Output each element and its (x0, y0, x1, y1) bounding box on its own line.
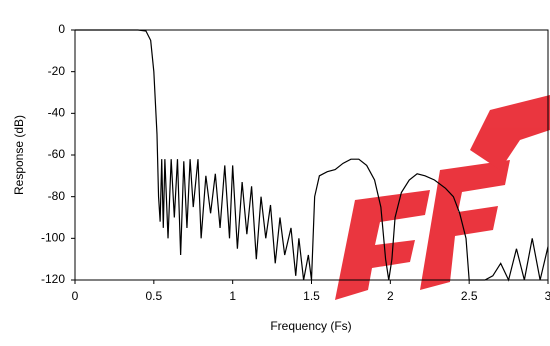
x-tick-label: 1.5 (303, 289, 320, 303)
y-tick-label: 0 (58, 22, 65, 36)
x-tick-label: 1 (229, 289, 236, 303)
y-tick-label: -80 (48, 189, 66, 203)
watermark-shape (470, 95, 550, 170)
x-tick-label: 2 (387, 289, 394, 303)
y-axis-label: Response (dB) (12, 115, 26, 195)
x-tick-label: 0 (72, 289, 79, 303)
response-line (75, 29, 549, 282)
watermark-shape (335, 190, 430, 300)
y-tick-label: -120 (41, 272, 65, 286)
x-tick-label: 0.5 (145, 289, 162, 303)
watermark (335, 95, 550, 300)
y-tick-label: -20 (48, 64, 66, 78)
x-tick-label: 3 (545, 289, 550, 303)
y-tick-label: -40 (48, 106, 66, 120)
y-tick-label: -60 (48, 147, 66, 161)
plot-frame (74, 29, 549, 281)
x-tick-label: 2.5 (461, 289, 478, 303)
watermark-shape (420, 160, 510, 290)
y-tick-label: -100 (41, 231, 65, 245)
x-axis-label: Frequency (Fs) (270, 319, 351, 333)
